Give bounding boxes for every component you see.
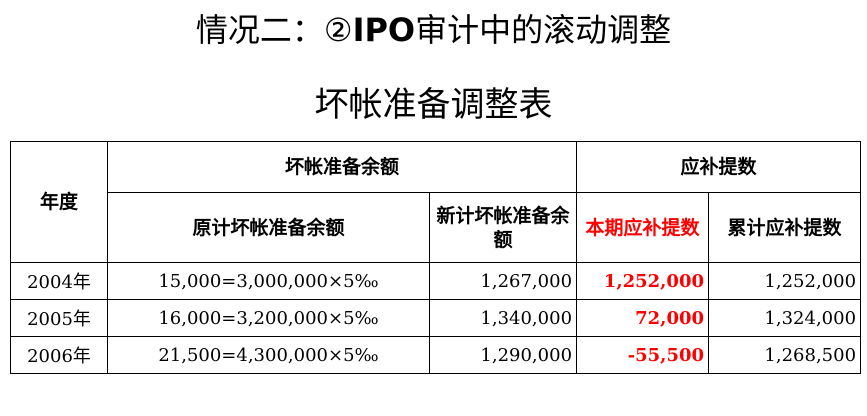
- table-title: 坏帐准备调整表: [314, 85, 553, 125]
- header-row-2: 原计坏帐准备余额 新计坏帐准备余额 本期应补提数 累计应补提数: [11, 192, 862, 263]
- year-cell: 2006年: [10, 336, 108, 374]
- title-prefix: 情况二：②: [195, 11, 353, 49]
- year-cell: 2004年: [10, 262, 108, 300]
- new-balance-cell: 1,290,000: [428, 336, 578, 374]
- bad-debt-adjustment-table: 年度 坏帐准备余额 应补提数 原计坏帐准备余额 新计坏帐准备余额 本期应补提数 …: [10, 141, 862, 374]
- header-year: 年度: [10, 141, 108, 263]
- original-balance-cell: 16,000=3,200,000×5‰: [107, 299, 430, 337]
- title-ipo: IPO: [352, 11, 416, 49]
- header-cumulative-provision: 累计应补提数: [708, 192, 862, 263]
- current-provision-cell: -55,500: [576, 336, 710, 374]
- original-balance-cell: 21,500=4,300,000×5‰: [107, 336, 430, 374]
- header-current-provision: 本期应补提数: [576, 192, 710, 263]
- header-original-balance: 原计坏帐准备余额: [107, 192, 430, 263]
- header-new-balance: 新计坏帐准备余额: [428, 192, 578, 263]
- header-balance-group: 坏帐准备余额: [106, 141, 578, 193]
- year-cell: 2005年: [10, 299, 108, 337]
- new-balance-cell: 1,267,000: [428, 262, 578, 300]
- table-row: 2005年 16,000=3,200,000×5‰ 1,340,000 72,0…: [10, 299, 862, 337]
- table-row: 2006年 21,500=4,300,000×5‰ 1,290,000 -55,…: [10, 336, 862, 374]
- title-suffix: 审计中的滚动调整: [415, 11, 672, 49]
- page-title: 情况二：②IPO审计中的滚动调整: [0, 8, 867, 52]
- original-balance-cell: 15,000=3,000,000×5‰: [107, 262, 430, 300]
- header-row-1: 年度 坏帐准备余额 应补提数: [10, 141, 862, 263]
- new-balance-cell: 1,340,000: [428, 299, 578, 337]
- cumulative-provision-cell: 1,252,000: [708, 262, 862, 300]
- current-provision-cell: 1,252,000: [576, 262, 710, 300]
- current-provision-cell: 72,000: [576, 299, 710, 337]
- cumulative-provision-cell: 1,324,000: [708, 299, 862, 337]
- table-row: 2004年 15,000=3,000,000×5‰ 1,267,000 1,25…: [10, 262, 862, 300]
- header-provision-group: 应补提数: [576, 141, 862, 193]
- cumulative-provision-cell: 1,268,500: [708, 336, 862, 374]
